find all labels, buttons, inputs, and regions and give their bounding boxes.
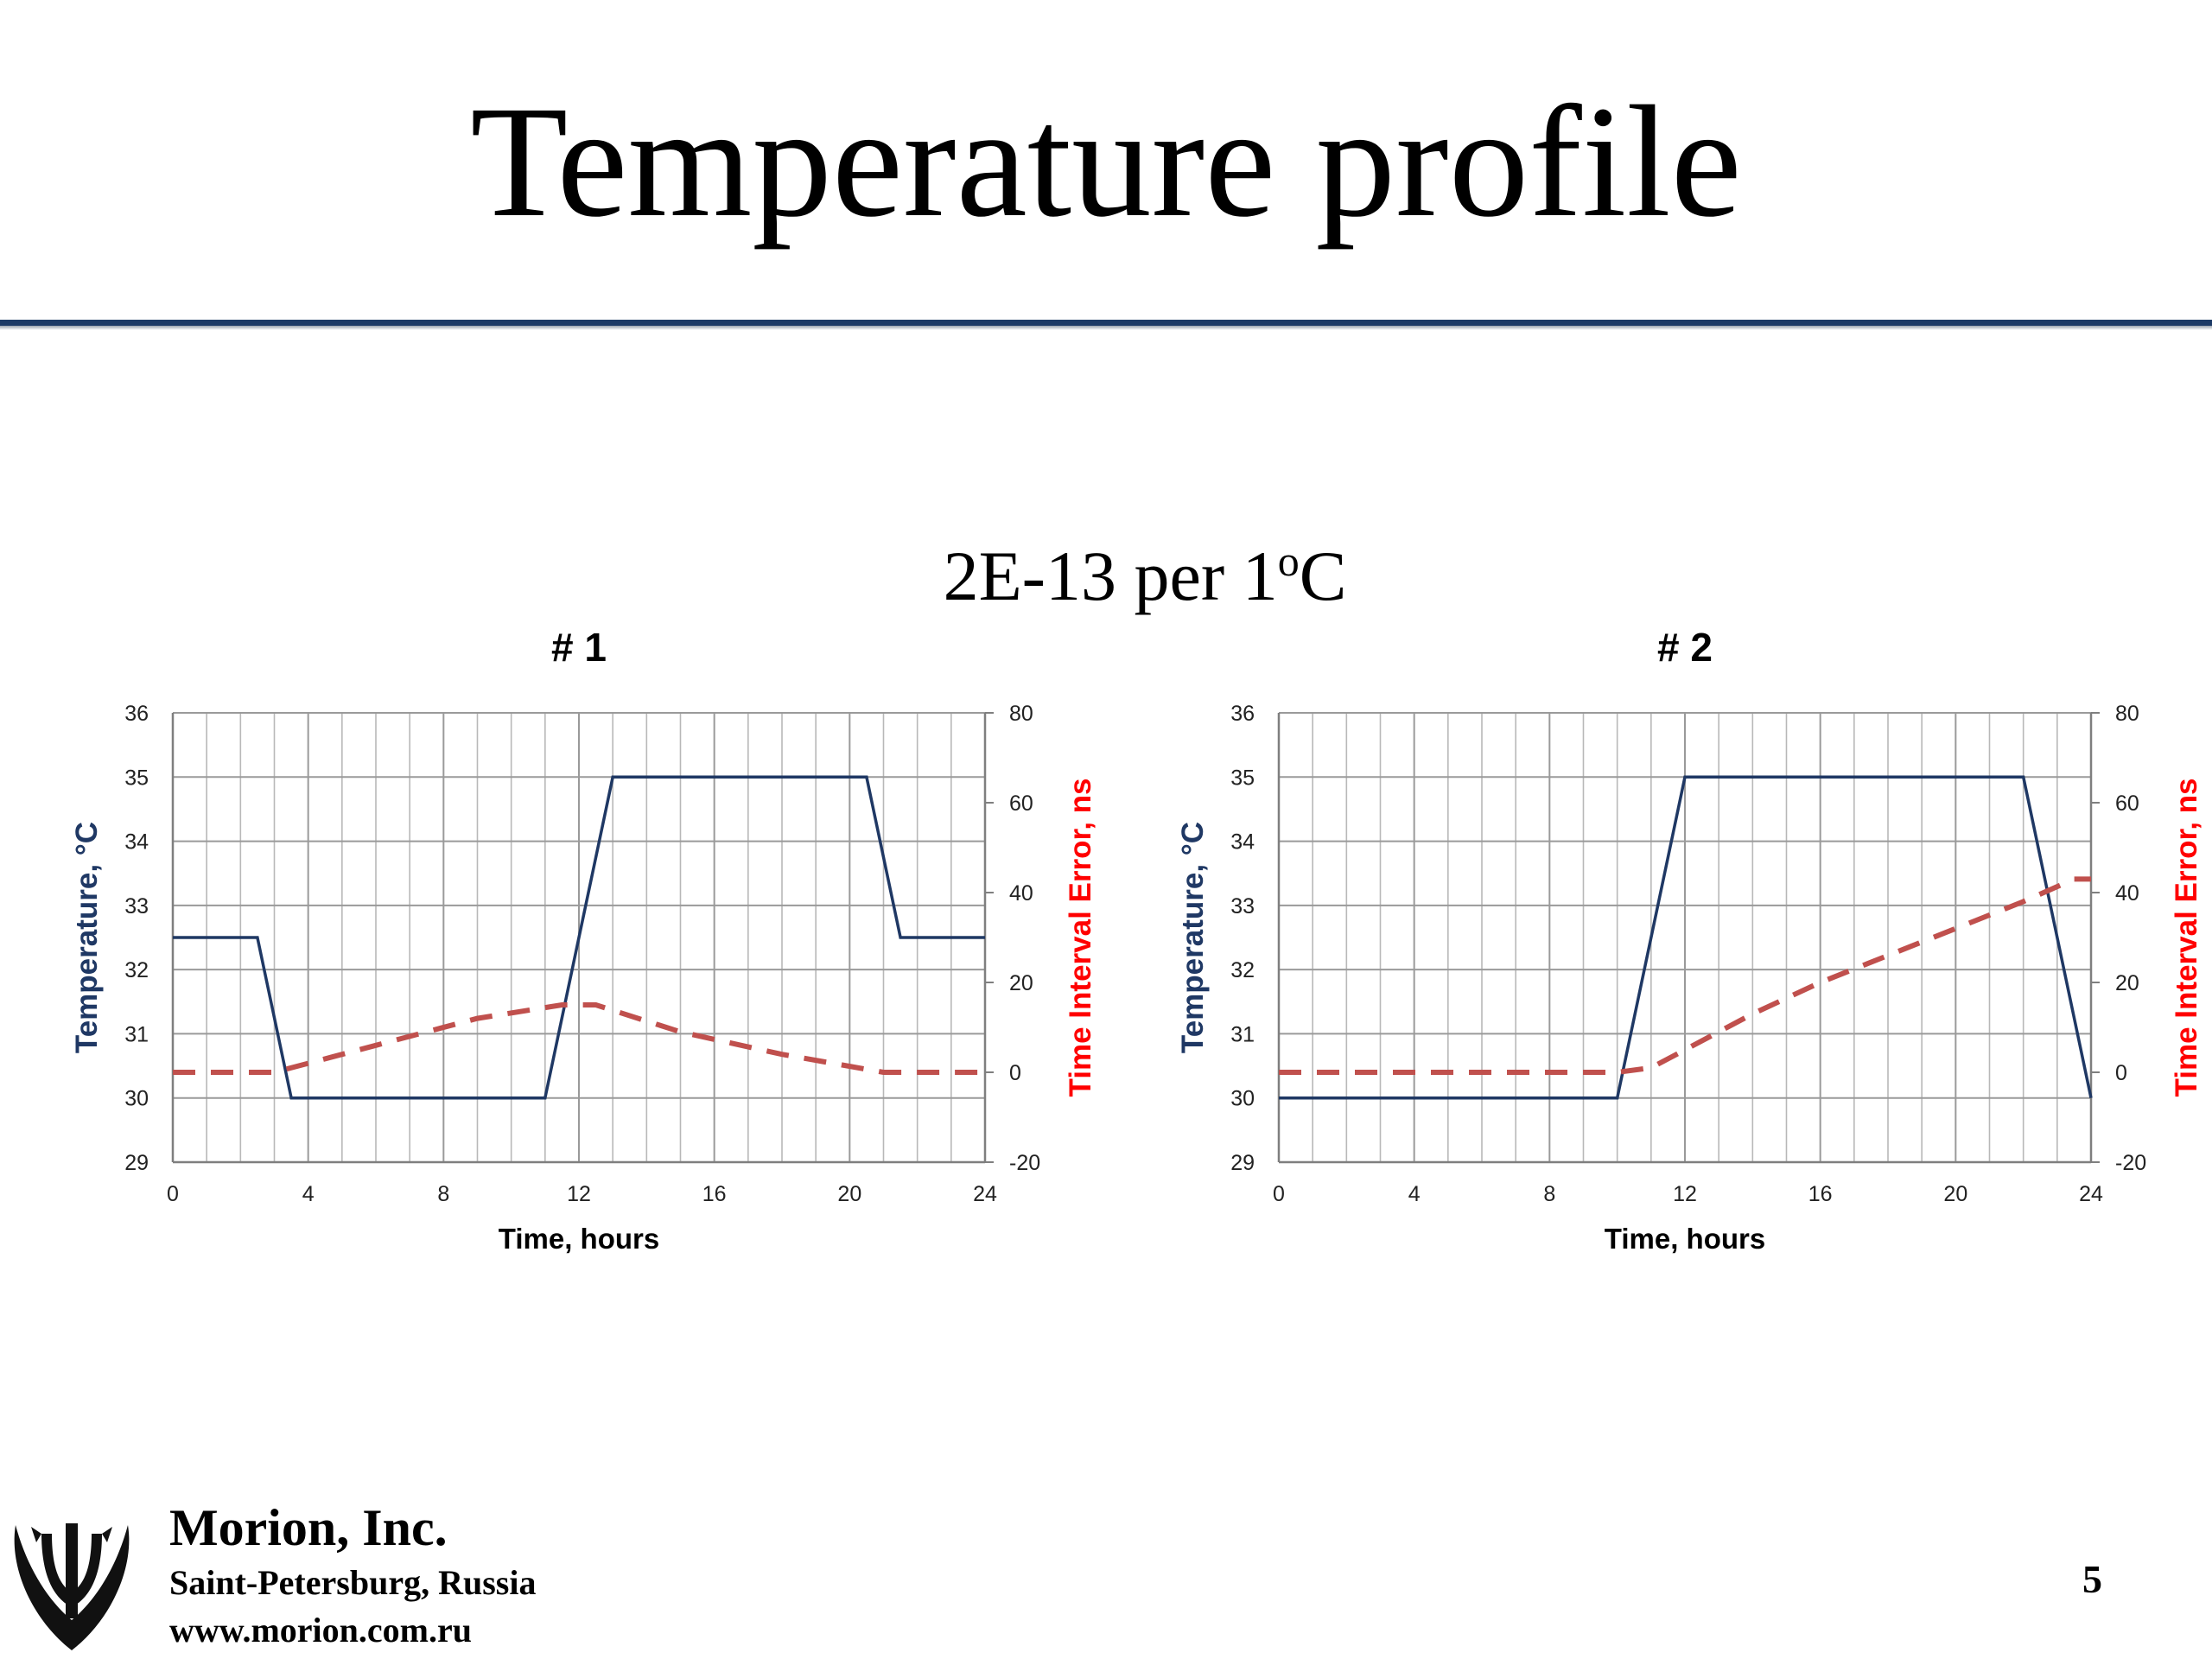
y-axis-label-right: Time Interval Error, ns xyxy=(2170,779,2203,1097)
y-right-tick-label: 40 xyxy=(2115,881,2139,906)
x-tick-label: 0 xyxy=(1273,1182,1285,1206)
subtitle-superscript: o xyxy=(1277,537,1300,585)
y-left-tick-label: 34 xyxy=(124,830,149,855)
y-axis-label-left: Temperature, °C xyxy=(70,822,104,1053)
subtitle-unit: C xyxy=(1299,537,1347,615)
y-right-tick-label: 20 xyxy=(1009,971,1033,995)
y-left-tick-label: 35 xyxy=(124,766,149,790)
company-name: Morion, Inc. xyxy=(169,1499,448,1556)
page-number: 5 xyxy=(2082,1557,2102,1601)
y-right-tick-label: 60 xyxy=(2115,791,2139,816)
x-tick-label: 4 xyxy=(302,1182,315,1206)
x-axis-label: Time, hours xyxy=(499,1223,659,1255)
x-tick-label: 16 xyxy=(702,1182,727,1206)
title-rule-shadow xyxy=(0,326,2212,330)
x-tick-label: 16 xyxy=(1808,1182,1833,1206)
y-right-tick-label: 80 xyxy=(1009,702,1033,726)
y-left-tick-label: 33 xyxy=(124,894,149,918)
subtitle-main: 2E-13 per 1 xyxy=(943,537,1278,615)
chart-1: 0 4 8 12 16 20 24 29 30 31 32 33 34 35 36 -20 0 20 40 60 80 #… xyxy=(70,625,1097,1255)
company-city: Saint-Petersburg, Russia xyxy=(169,1563,537,1602)
series-temperature-line xyxy=(173,775,985,1100)
chart-2: 0 4 8 12 16 20 24 29 30 31 32 33 34 35 36 -20 0 20 40 60 80 #… xyxy=(1176,625,2203,1255)
y-left-tick-label: 34 xyxy=(1230,830,1255,855)
y-left-tick-label: 36 xyxy=(1230,702,1255,726)
x-tick-label: 24 xyxy=(2079,1182,2103,1206)
y-left-tick-label: 29 xyxy=(1230,1151,1255,1175)
x-axis-label: Time, hours xyxy=(1605,1223,1765,1255)
y-right-tick-label: 40 xyxy=(1009,881,1033,906)
y-right-tick-label: 0 xyxy=(1009,1061,1021,1085)
y-left-tick-label: 30 xyxy=(1230,1087,1255,1111)
y-left-tick-label: 31 xyxy=(1230,1022,1255,1046)
y-left-tick-label: 33 xyxy=(1230,894,1255,918)
series-time-interval-error-line xyxy=(173,1002,985,1075)
chart-title: # 1 xyxy=(551,625,607,670)
x-tick-label: 12 xyxy=(567,1182,591,1206)
x-tick-label: 8 xyxy=(437,1182,449,1206)
y-right-tick-label: -20 xyxy=(1009,1151,1040,1175)
x-tick-label: 4 xyxy=(1408,1182,1421,1206)
y-left-tick-label: 32 xyxy=(124,958,149,982)
y-left-tick-label: 31 xyxy=(124,1022,149,1046)
slide-subtitle: 2E-13 per 1oC xyxy=(0,539,2212,612)
x-tick-label: 20 xyxy=(837,1182,861,1206)
x-tick-label: 12 xyxy=(1673,1182,1697,1206)
title-rule xyxy=(0,320,2212,326)
y-axis-label-left: Temperature, °C xyxy=(1176,822,1210,1053)
x-tick-label: 20 xyxy=(1943,1182,1967,1206)
slide-title: Temperature profile xyxy=(470,73,1742,251)
y-right-tick-label: 0 xyxy=(2115,1061,2127,1085)
y-right-tick-label: 80 xyxy=(2115,702,2139,726)
y-right-tick-label: 20 xyxy=(2115,971,2139,995)
company-url[interactable]: www.morion.com.ru xyxy=(169,1611,472,1649)
x-tick-label: 0 xyxy=(167,1182,179,1206)
y-right-tick-label: -20 xyxy=(2115,1151,2146,1175)
y-right-tick-label: 60 xyxy=(1009,791,1033,816)
y-left-tick-label: 30 xyxy=(124,1087,149,1111)
chart-title: # 2 xyxy=(1657,625,1713,670)
y-left-tick-label: 35 xyxy=(1230,766,1255,790)
x-tick-label: 8 xyxy=(1543,1182,1555,1206)
x-tick-label: 24 xyxy=(973,1182,997,1206)
y-axis-label-right: Time Interval Error, ns xyxy=(1064,779,1097,1097)
series-time-interval-error-line xyxy=(1279,876,2091,1075)
morion-logo-icon xyxy=(14,1523,130,1650)
series-temperature-line xyxy=(1279,775,2093,1100)
y-left-tick-label: 29 xyxy=(124,1151,149,1175)
y-left-tick-label: 36 xyxy=(124,702,149,726)
y-left-tick-label: 32 xyxy=(1230,958,1255,982)
